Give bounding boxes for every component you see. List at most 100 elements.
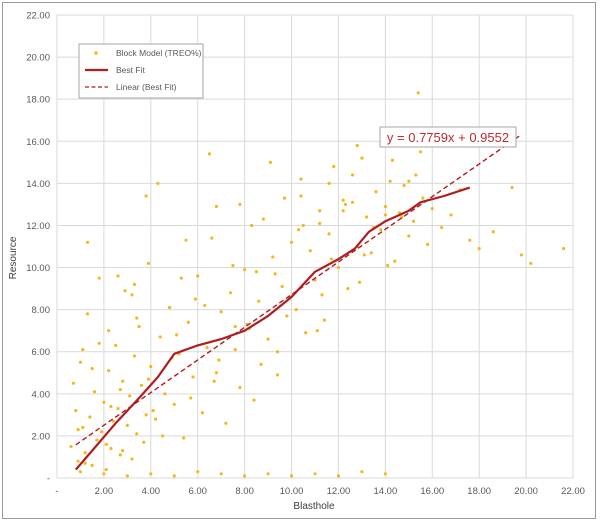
data-point	[85, 240, 90, 244]
data-point	[477, 247, 481, 251]
data-point	[416, 91, 420, 95]
data-point	[191, 375, 195, 379]
data-point	[78, 470, 83, 474]
data-point	[85, 312, 90, 316]
data-point	[468, 238, 472, 242]
y-tick-label: 10.00	[26, 263, 50, 274]
data-point	[407, 234, 411, 238]
data-point	[76, 459, 80, 463]
data-point	[172, 402, 176, 406]
data-point	[332, 164, 336, 169]
data-point	[219, 310, 223, 314]
data-point	[294, 308, 298, 312]
data-point	[196, 470, 200, 474]
data-point	[402, 183, 406, 188]
data-point	[137, 324, 141, 329]
data-point	[81, 348, 85, 352]
data-point	[90, 463, 94, 467]
data-point	[114, 343, 118, 348]
y-tick-label: 12.00	[26, 221, 50, 232]
data-point	[219, 472, 223, 476]
equation-text: y = 0.7759x + 0.9552	[387, 130, 509, 145]
data-point	[158, 335, 162, 339]
data-point	[327, 181, 331, 185]
y-tick-label: 4.00	[32, 389, 51, 400]
data-point	[135, 432, 139, 436]
data-point	[289, 474, 294, 478]
data-point	[266, 337, 270, 341]
data-point	[207, 152, 212, 156]
data-point	[146, 377, 151, 381]
y-tick-label: 18.00	[26, 95, 50, 106]
data-point	[510, 185, 514, 190]
data-point	[418, 150, 423, 154]
data-point	[350, 200, 355, 204]
data-point	[118, 388, 122, 392]
data-point	[440, 225, 444, 230]
data-point	[519, 253, 524, 257]
data-point	[238, 385, 242, 390]
data-point	[74, 409, 78, 413]
data-point	[130, 457, 134, 461]
data-point	[228, 291, 233, 295]
data-point	[104, 442, 108, 446]
fit-lines	[74, 135, 520, 471]
data-point	[243, 474, 247, 478]
data-point	[200, 411, 205, 415]
x-tick-label: 14.00	[373, 486, 397, 497]
legend-marker-block-model	[94, 51, 98, 55]
data-point	[275, 350, 280, 354]
data-point	[275, 373, 280, 377]
data-point	[365, 215, 369, 219]
data-point	[179, 276, 183, 280]
data-point	[88, 415, 92, 419]
data-point	[128, 394, 132, 398]
data-point	[121, 449, 125, 453]
data-point	[83, 451, 87, 455]
data-point	[205, 345, 209, 350]
data-point	[107, 369, 111, 373]
data-point	[172, 474, 176, 478]
data-point	[362, 253, 366, 257]
data-point	[383, 213, 387, 217]
data-point	[144, 194, 148, 198]
data-point	[383, 204, 387, 209]
data-point	[491, 230, 495, 234]
x-axis-title: Blasthole	[293, 501, 335, 512]
data-point	[217, 358, 221, 362]
data-point	[83, 461, 87, 465]
data-point	[175, 333, 179, 337]
y-tick-label: 16.00	[26, 137, 50, 148]
legend-label-best-fit: Best Fit	[116, 65, 145, 75]
data-point	[130, 293, 134, 297]
x-tick-label: 8.00	[235, 486, 254, 497]
data-point	[116, 406, 120, 411]
data-point	[268, 160, 273, 164]
data-point	[562, 247, 566, 251]
y-tick-label: -	[47, 474, 50, 485]
data-point	[346, 286, 350, 291]
data-point	[153, 417, 158, 421]
data-point	[151, 409, 155, 413]
data-point	[407, 179, 411, 183]
data-point	[203, 303, 207, 308]
data-point	[430, 207, 434, 211]
block-model-points	[69, 91, 566, 478]
data-point	[301, 223, 305, 228]
y-tick-label: 6.00	[32, 347, 51, 358]
data-point	[121, 379, 125, 383]
data-point	[336, 265, 341, 270]
data-point	[273, 272, 277, 276]
data-point	[421, 196, 425, 200]
x-tick-label: 4.00	[142, 486, 161, 497]
data-point	[69, 444, 73, 449]
x-tick-label: 10.00	[280, 486, 304, 497]
data-point	[146, 261, 151, 265]
data-point	[189, 396, 193, 400]
data-point	[212, 379, 216, 383]
data-point	[341, 209, 345, 213]
data-point	[186, 320, 190, 324]
x-tick-label: 16.00	[420, 486, 444, 497]
data-point	[71, 381, 76, 385]
